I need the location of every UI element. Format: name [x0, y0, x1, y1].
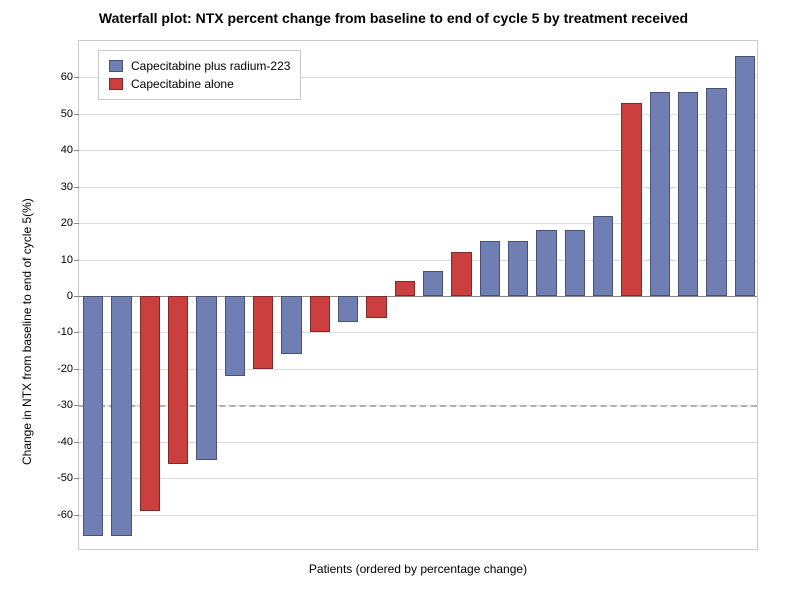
bar — [735, 56, 755, 296]
bar — [508, 241, 528, 296]
bar — [536, 230, 556, 296]
plot-area: -60-50-40-30-20-100102030405060 — [78, 40, 758, 550]
bar — [225, 296, 245, 376]
bar — [338, 296, 358, 322]
gridline — [79, 478, 757, 479]
legend: Capecitabine plus radium-223 Capecitabine… — [98, 50, 301, 100]
bar — [593, 216, 613, 296]
gridline — [79, 515, 757, 516]
legend-label: Capecitabine plus radium-223 — [131, 59, 290, 73]
chart-title: Waterfall plot: NTX percent change from … — [0, 10, 787, 26]
y-axis-label: Change in NTX from baseline to end of cy… — [20, 198, 34, 465]
bar — [111, 296, 131, 536]
bar — [140, 296, 160, 511]
bar — [678, 92, 698, 296]
legend-swatch — [109, 60, 123, 72]
bar — [565, 230, 585, 296]
x-axis-label: Patients (ordered by percentage change) — [78, 562, 758, 576]
bar — [196, 296, 216, 460]
bar — [83, 296, 103, 536]
bar — [168, 296, 188, 464]
legend-label: Capecitabine alone — [131, 77, 234, 91]
legend-item: Capecitabine plus radium-223 — [109, 57, 290, 75]
bar — [253, 296, 273, 369]
bar — [423, 271, 443, 297]
bar — [706, 88, 726, 296]
legend-swatch — [109, 78, 123, 90]
y-tick-mark — [74, 442, 79, 443]
bar — [281, 296, 301, 354]
y-tick-mark — [74, 77, 79, 78]
bar — [310, 296, 330, 332]
bar — [451, 252, 471, 296]
bar — [650, 92, 670, 296]
bar — [395, 281, 415, 296]
y-tick-mark — [74, 260, 79, 261]
bar — [621, 103, 641, 296]
y-tick-mark — [74, 223, 79, 224]
y-tick-mark — [74, 187, 79, 188]
y-tick-mark — [74, 478, 79, 479]
y-tick-mark — [74, 369, 79, 370]
y-tick-mark — [74, 332, 79, 333]
y-tick-mark — [74, 515, 79, 516]
y-tick-mark — [74, 150, 79, 151]
bar — [480, 241, 500, 296]
y-tick-mark — [74, 114, 79, 115]
bar — [366, 296, 386, 318]
legend-item: Capecitabine alone — [109, 75, 290, 93]
